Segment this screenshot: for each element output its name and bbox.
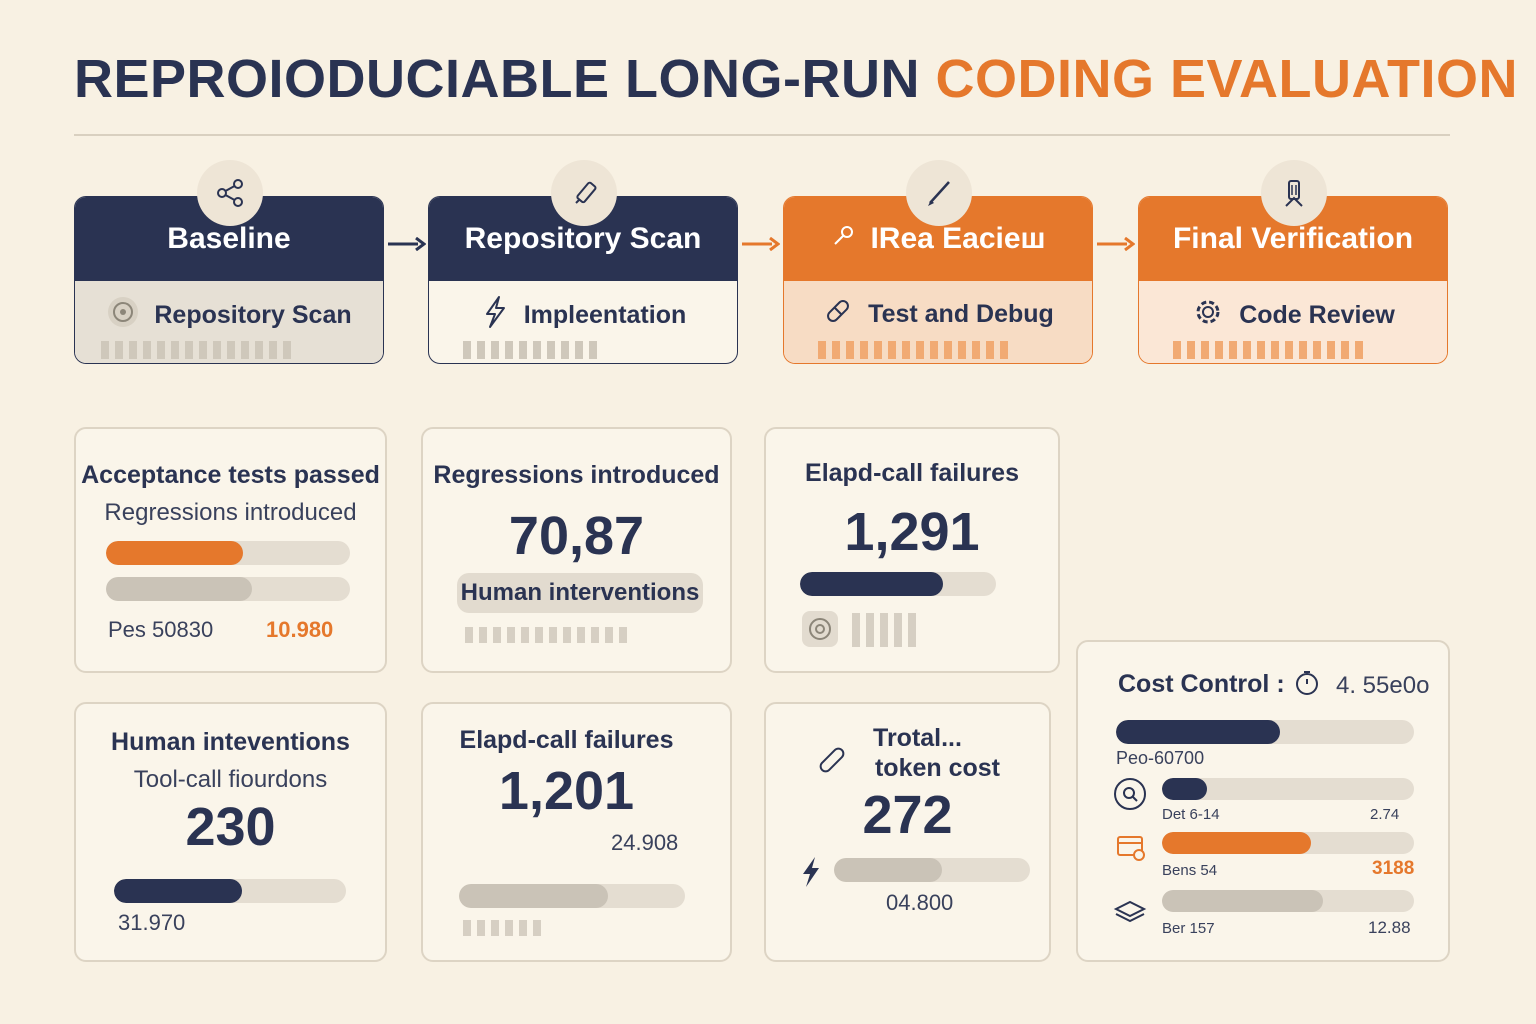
elapd-progress-bar — [800, 572, 996, 596]
card-elapd-failures-2: Elapd-call failures 1,201 24.908 — [421, 702, 732, 962]
row-value: 12.88 — [1368, 918, 1411, 937]
stage-sub-label: Impleentation — [523, 301, 687, 329]
card-elapd-failures: Elapd-call failures 1,291 — [764, 427, 1060, 673]
cost-row-bar — [1162, 890, 1414, 912]
row-value: 2.74 — [1370, 806, 1400, 823]
arrow-icon — [742, 237, 780, 251]
progress-fill — [800, 572, 944, 596]
lightning-icon — [480, 295, 510, 336]
search-icon — [1114, 778, 1146, 810]
card-title: Acceptance tests passed — [81, 461, 380, 489]
stage-progress-bars — [1173, 341, 1363, 359]
stage-progress-bars — [463, 341, 597, 359]
human-value: 230 — [185, 797, 276, 857]
lightning-icon — [796, 854, 826, 890]
side-value: 24.908 — [611, 830, 679, 855]
row-label: Ber 157 — [1162, 920, 1215, 937]
stage-progress-bars — [818, 341, 1008, 359]
progress-fill — [1162, 832, 1311, 854]
stage-sub-label: Code Review — [1239, 301, 1395, 329]
cost-row-bar — [1162, 778, 1414, 800]
card-title: Regressions introduced — [433, 461, 720, 489]
progress-fill — [834, 858, 942, 882]
target-icon — [802, 611, 838, 647]
stage-repository-scan[interactable]: Repository Scan Impleentation — [428, 160, 740, 364]
bottom-value: 31.970 — [118, 910, 186, 935]
layers-icon — [1112, 896, 1148, 926]
arrow-icon — [1097, 237, 1135, 251]
card-title-line2: token cost — [874, 754, 1001, 782]
arrow-icon — [388, 237, 426, 251]
regressions-progress-bar — [106, 577, 350, 601]
title-divider — [74, 134, 1450, 136]
card-cost-control: Cost Control : 4. 55e0o Peo-60700 Det 6-… — [1076, 640, 1450, 962]
row-value: 3188 — [1372, 858, 1415, 879]
human-progress-bar — [114, 879, 346, 903]
token-progress-bar — [834, 858, 1030, 882]
card-title: Elapd-call failures — [459, 726, 674, 754]
main-label: Peo-60700 — [1116, 748, 1205, 768]
human-interventions-pill[interactable]: Human interventions — [457, 573, 703, 613]
card-title: Cost Control : — [1118, 670, 1285, 698]
card-acceptance-tests: Acceptance tests passed Regressions intr… — [74, 427, 387, 673]
stage-review[interactable]: IReа Eacieш Test and Debug — [783, 160, 1095, 364]
flask-icon — [1261, 160, 1327, 226]
card-regressions: Regressions introduced 70,87 Human inter… — [421, 427, 732, 673]
row-label: Bens 54 — [1162, 862, 1218, 879]
bottom-value: 04.800 — [886, 890, 954, 915]
progress-fill — [1116, 720, 1280, 744]
title-part-2: CODING EVALUATION — [935, 49, 1519, 109]
card-human-interventions: Human inteventions Tool-call fiourdons 2… — [74, 702, 387, 962]
timer-icon — [1292, 668, 1322, 698]
mini-bars — [463, 920, 541, 936]
progress-fill — [459, 884, 609, 908]
page-title: REPROIODUCIABLE LONG-RUN CODING EVALUATI… — [74, 48, 1518, 110]
left-value: Pes 50830 — [108, 617, 214, 642]
marker-icon — [551, 160, 617, 226]
regressions-value: 70,87 — [508, 506, 645, 566]
elapd-value: 1,291 — [844, 502, 980, 562]
row-label: Det 6-14 — [1162, 806, 1220, 823]
stage-baseline[interactable]: Baseline Repository Scan — [74, 160, 386, 364]
card-title-line1: Trotal... — [873, 724, 962, 752]
stage-head-label: IReа Eacieш — [870, 222, 1046, 255]
mini-bars — [852, 613, 916, 647]
elapd-progress-bar — [459, 884, 685, 908]
pill-icon — [822, 295, 854, 334]
right-value: 10.980 — [266, 617, 334, 642]
progress-fill — [106, 541, 243, 565]
elapd-value: 1,201 — [498, 761, 635, 821]
card-token-cost: Trotal... token cost 272 04.800 — [764, 702, 1051, 962]
dashboard-icon — [1114, 830, 1148, 864]
progress-fill — [114, 879, 242, 903]
card-subtitle: Regressions introduced — [104, 499, 357, 526]
share-icon — [197, 160, 263, 226]
acceptance-progress-bar — [106, 541, 350, 565]
key-icon — [830, 221, 858, 257]
progress-fill — [1162, 778, 1208, 800]
cost-row-bar — [1162, 832, 1414, 854]
stage-final-verification[interactable]: Final Verification Code Review — [1138, 160, 1450, 364]
title-value: 4. 55e0o — [1336, 672, 1430, 699]
gear-icon — [1191, 295, 1225, 336]
cost-main-bar — [1116, 720, 1414, 744]
progress-fill — [1162, 890, 1324, 912]
card-title: Human inteventions — [111, 728, 350, 756]
pill-icon — [812, 740, 852, 780]
card-subtitle: Tool-call fiourdons — [133, 766, 328, 793]
stage-sub-label: Test and Debug — [868, 300, 1054, 328]
pen-icon — [906, 160, 972, 226]
progress-fill — [106, 577, 253, 601]
mini-bars — [465, 627, 627, 643]
target-icon — [106, 295, 140, 336]
card-title: Elapd-call failures — [805, 459, 1019, 487]
stage-sub-label: Repository Scan — [154, 301, 352, 329]
stage-progress-bars — [101, 341, 291, 359]
token-value: 272 — [862, 785, 953, 845]
title-part-1: REPROIODUCIABLE LONG-RUN — [74, 49, 920, 109]
